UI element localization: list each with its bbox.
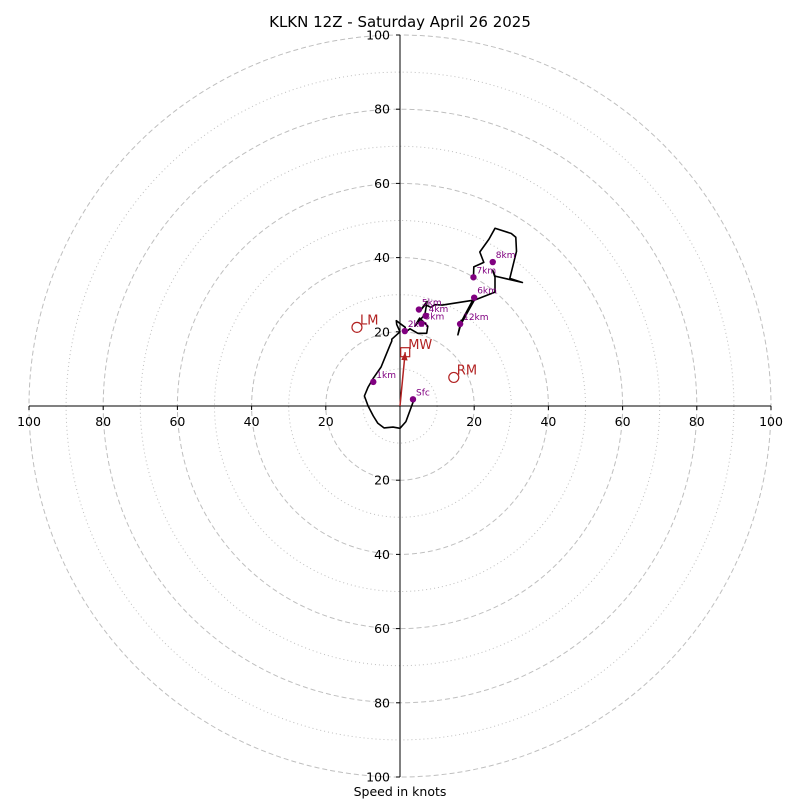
height-marker-dot (418, 320, 425, 327)
height-marker-label: 1km (376, 371, 396, 381)
x-tick-label: 60 (615, 414, 631, 429)
y-tick-label: 20 (374, 473, 390, 488)
y-tick-label: 40 (374, 547, 390, 562)
tick-labels: 100 80 60 40 20 20 40 60 80 100 100 80 60 40 20 20 40 60 8… (17, 28, 783, 785)
mean-wind-arrow-shaft (399, 352, 406, 407)
storm-motion-label: MW (408, 338, 432, 353)
chart-title: KLKN 12Z - Saturday April 26 2025 (269, 13, 531, 31)
height-marker-dot (422, 312, 429, 320)
height-marker-label: 2km (408, 320, 428, 330)
y-tick-label: 100 (366, 770, 390, 785)
x-tick-label: 40 (540, 414, 556, 429)
height-marker-label: 5km (422, 299, 442, 309)
height-marker-label: 8km (496, 251, 516, 261)
storm-motion-circle (448, 371, 460, 384)
height-marker-label: 7km (476, 266, 496, 276)
y-tick-label: 40 (374, 250, 390, 265)
x-tick-label: 20 (318, 414, 334, 429)
storm-motion-markers: LM RM MW (351, 313, 477, 384)
y-tick-label: 60 (374, 176, 390, 191)
y-tick-label: 80 (374, 695, 390, 710)
height-marker-dot (409, 396, 417, 403)
height-marker-dot (470, 274, 477, 281)
x-tick-label: 100 (759, 414, 783, 429)
x-tick-label: 60 (169, 414, 185, 429)
storm-motion-label: RM (457, 363, 477, 378)
height-marker-dot (415, 306, 423, 313)
y-tick-label: 60 (374, 621, 390, 636)
height-marker-dot (370, 378, 377, 386)
x-tick-label: 80 (689, 414, 705, 429)
x-tick-label: 100 (17, 414, 41, 429)
x-axis-label: Speed in knots (354, 784, 447, 799)
x-tick-label: 40 (244, 414, 260, 429)
y-tick-label: 100 (366, 28, 390, 43)
storm-motion-label: LM (360, 313, 378, 328)
height-marker-dot (471, 294, 478, 301)
height-marker-label: 3km (425, 313, 445, 323)
x-tick-label: 20 (466, 414, 482, 429)
y-tick-label: 80 (374, 102, 390, 117)
mean-wind-vector (399, 352, 408, 407)
x-tick-label: 80 (95, 414, 111, 429)
height-marker-dot (456, 320, 464, 328)
storm-motion-circle (351, 321, 363, 333)
y-tick-label: 20 (374, 324, 390, 339)
height-marker-label: Sfc (416, 388, 430, 398)
height-marker-label: 12km (463, 313, 488, 323)
height-marker-label: 4km (429, 305, 449, 315)
height-marker-dot (401, 327, 409, 335)
storm-motion-square (400, 347, 411, 358)
height-marker-label: 6km (477, 287, 497, 297)
height-marker-dot (489, 258, 496, 266)
